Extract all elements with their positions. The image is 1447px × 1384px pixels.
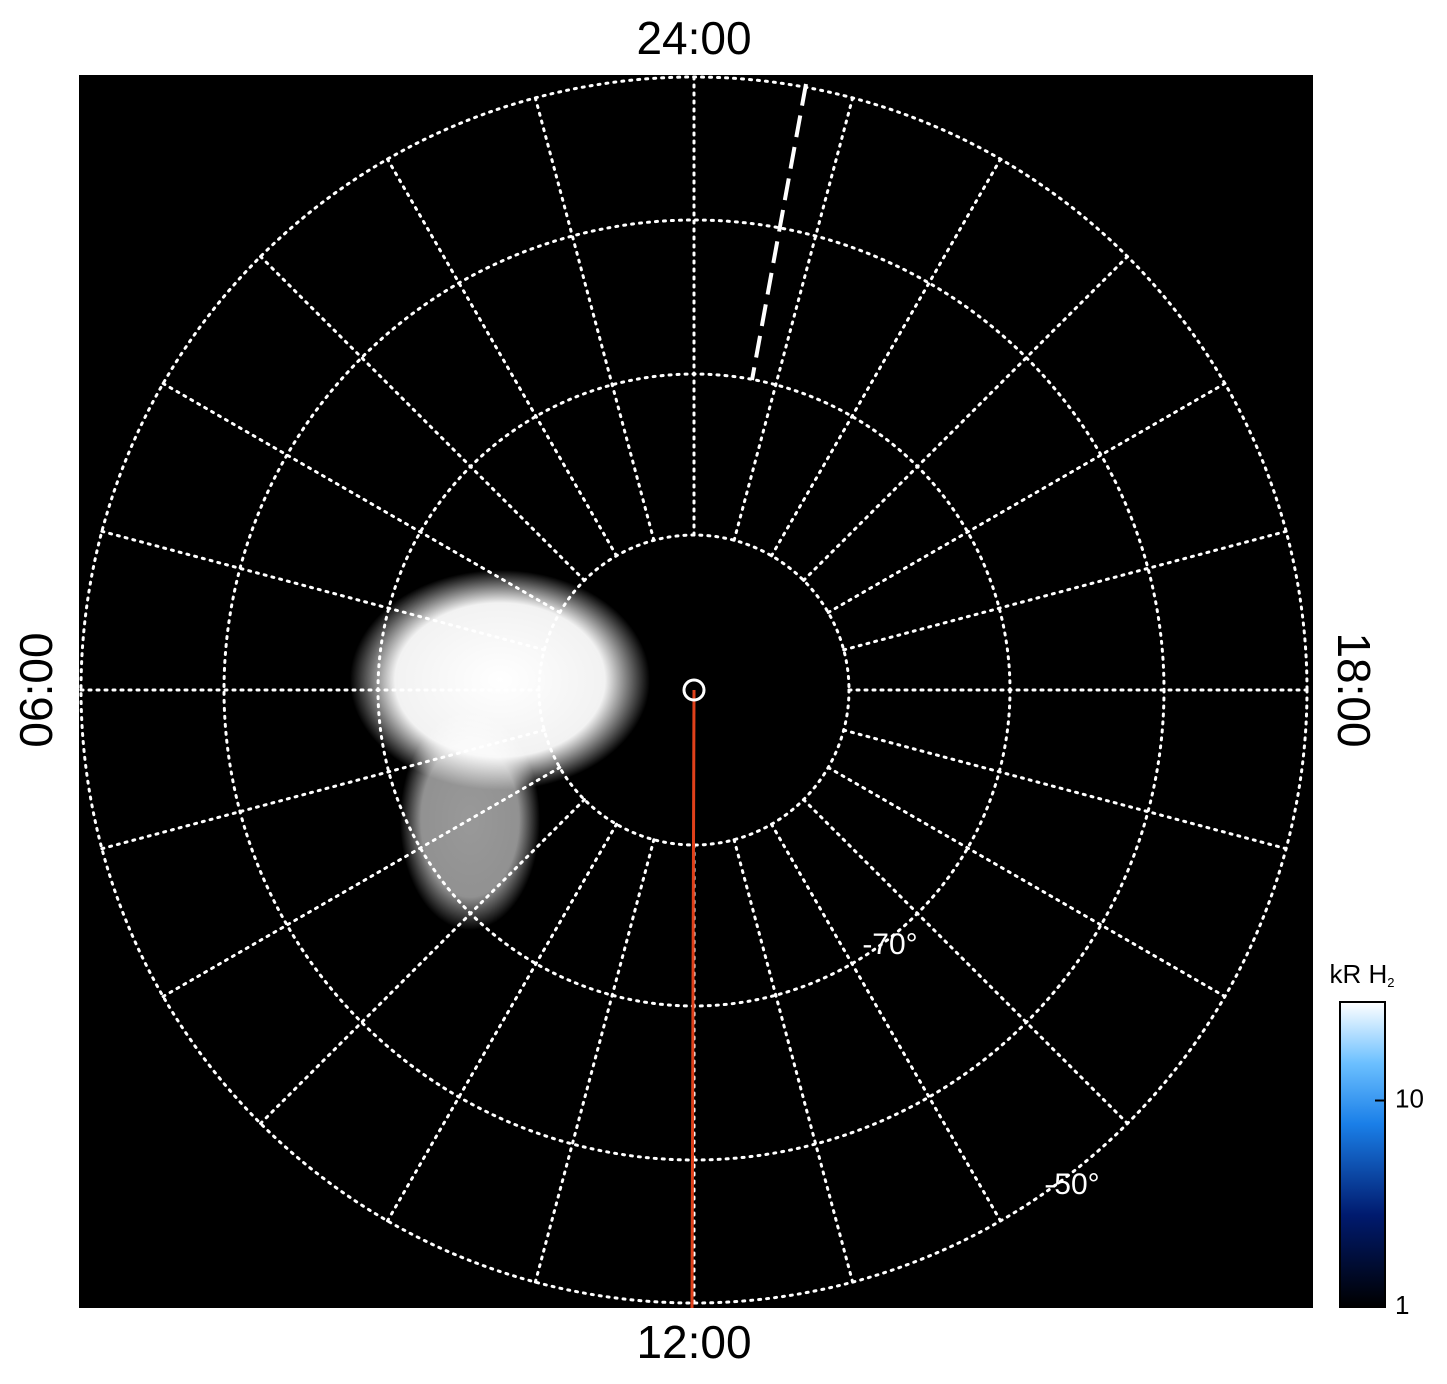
colorbar (1339, 1001, 1386, 1308)
dashed-meridian (750, 83, 808, 381)
colorbar-label-text: kR H (1329, 959, 1387, 989)
colorbar-label-subscript: 2 (1387, 975, 1394, 990)
time-label: 12:00 (636, 1316, 751, 1368)
colorbar-tick-label: 10 (1395, 1083, 1424, 1113)
colorbar-label: kR H2 (1329, 959, 1394, 991)
time-label: 06:00 (10, 632, 62, 747)
time-label: 18:00 (1328, 632, 1380, 747)
latitude-label: -50° (1044, 1168, 1099, 1201)
red-meridian (690, 689, 696, 1309)
colorbar-ticks: 1 10 (1375, 1083, 1424, 1320)
colorbar-tick-label: 1 (1395, 1290, 1409, 1320)
pole-marker (682, 678, 706, 702)
time-label: 24:00 (636, 12, 751, 64)
latitude-label: -70° (862, 928, 917, 961)
